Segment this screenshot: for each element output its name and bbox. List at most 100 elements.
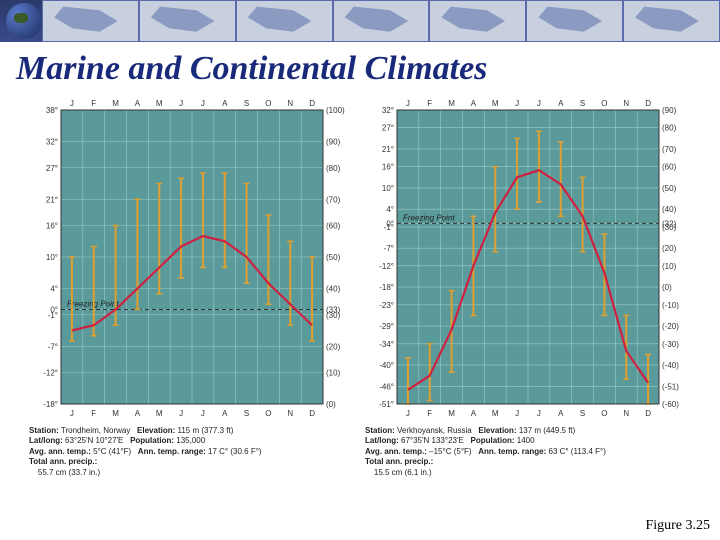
svg-text:27°: 27° <box>46 164 58 173</box>
svg-text:A: A <box>135 409 141 418</box>
svg-text:J: J <box>70 409 74 418</box>
chart-b-box: 32°(90)27°(80)21°(70)16°(60)10°(50)4°(40… <box>363 92 693 422</box>
svg-text:(-30): (-30) <box>662 340 679 349</box>
svg-text:J: J <box>201 409 205 418</box>
svg-text:(0): (0) <box>662 283 672 292</box>
svg-text:A: A <box>558 409 564 418</box>
map-strip <box>42 0 720 42</box>
svg-text:-7°: -7° <box>384 244 394 253</box>
svg-text:A: A <box>222 409 228 418</box>
svg-text:16°: 16° <box>382 163 394 172</box>
svg-text:(40): (40) <box>326 285 341 294</box>
svg-text:(60): (60) <box>662 163 677 172</box>
svg-text:-29°: -29° <box>379 322 394 331</box>
svg-text:(100): (100) <box>326 106 345 115</box>
svg-text:(-40): (-40) <box>662 361 679 370</box>
svg-text:(-10): (-10) <box>662 301 679 310</box>
station-line: Avg. ann. temp.: 5°C (41°F) Ann. temp. r… <box>29 447 355 457</box>
svg-text:-40°: -40° <box>379 361 394 370</box>
svg-text:4°: 4° <box>50 285 58 294</box>
svg-text:J: J <box>537 409 541 418</box>
svg-text:A: A <box>471 409 477 418</box>
map-cell <box>526 0 623 42</box>
svg-text:N: N <box>623 99 629 108</box>
svg-text:(20): (20) <box>326 342 341 351</box>
station-line: 55.7 cm (33.7 in.) <box>29 468 355 478</box>
station-line: Station: Trondheim, Norway Elevation: 11… <box>29 426 355 436</box>
svg-text:F: F <box>91 409 96 418</box>
map-cell <box>429 0 526 42</box>
svg-text:-34°: -34° <box>379 340 394 349</box>
svg-text:J: J <box>179 99 183 108</box>
svg-text:O: O <box>265 409 271 418</box>
svg-text:21°: 21° <box>382 145 394 154</box>
svg-text:D: D <box>309 409 315 418</box>
svg-text:(80): (80) <box>662 124 677 133</box>
globe-icon <box>6 3 42 39</box>
svg-text:M: M <box>112 99 119 108</box>
svg-text:M: M <box>448 409 455 418</box>
svg-text:J: J <box>406 99 410 108</box>
svg-text:J: J <box>70 99 74 108</box>
svg-text:-7°: -7° <box>48 342 58 351</box>
svg-text:21°: 21° <box>46 195 58 204</box>
chart-a-box: 38°(100)32°(90)27°(80)21°(70)16°(60)10°(… <box>27 92 357 422</box>
svg-text:F: F <box>91 99 96 108</box>
svg-text:J: J <box>406 409 410 418</box>
svg-text:J: J <box>515 409 519 418</box>
svg-text:(80): (80) <box>326 164 341 173</box>
page-title: Marine and Continental Climates <box>0 42 720 92</box>
svg-text:J: J <box>515 99 519 108</box>
climograph-marine: 38°(100)32°(90)27°(80)21°(70)16°(60)10°(… <box>27 92 357 478</box>
svg-text:-46°: -46° <box>379 382 394 391</box>
svg-text:N: N <box>287 99 293 108</box>
chart-a-svg: 38°(100)32°(90)27°(80)21°(70)16°(60)10°(… <box>27 92 357 422</box>
svg-text:10°: 10° <box>382 184 394 193</box>
svg-text:N: N <box>287 409 293 418</box>
svg-text:-23°: -23° <box>379 301 394 310</box>
climograph-continental: 32°(90)27°(80)21°(70)16°(60)10°(50)4°(40… <box>363 92 693 478</box>
svg-text:F: F <box>427 409 432 418</box>
station-b-info: Station: Verkhoyansk, Russia Elevation: … <box>363 422 693 478</box>
svg-text:32°: 32° <box>382 106 394 115</box>
svg-text:M: M <box>492 409 499 418</box>
header-band <box>0 0 720 42</box>
station-line: Avg. ann. temp.: –15°C (5°F) Ann. temp. … <box>365 447 691 457</box>
svg-text:D: D <box>309 99 315 108</box>
svg-text:(0): (0) <box>326 400 336 409</box>
svg-text:D: D <box>645 409 651 418</box>
svg-text:4°: 4° <box>386 205 394 214</box>
svg-text:O: O <box>601 99 607 108</box>
svg-text:Freezing Point: Freezing Point <box>403 213 455 222</box>
svg-text:(30): (30) <box>326 311 341 320</box>
svg-text:(90): (90) <box>662 106 677 115</box>
map-cell <box>333 0 430 42</box>
svg-text:(-51): (-51) <box>662 382 679 391</box>
svg-text:(40): (40) <box>662 205 677 214</box>
svg-text:F: F <box>427 99 432 108</box>
svg-text:A: A <box>135 99 141 108</box>
svg-text:-1°: -1° <box>384 223 394 232</box>
svg-text:A: A <box>558 99 564 108</box>
svg-text:A: A <box>471 99 477 108</box>
svg-text:(70): (70) <box>662 145 677 154</box>
map-cell <box>42 0 139 42</box>
svg-text:A: A <box>222 99 228 108</box>
map-cell <box>623 0 720 42</box>
svg-text:38°: 38° <box>46 106 58 115</box>
svg-text:J: J <box>179 409 183 418</box>
chart-b-svg: 32°(90)27°(80)21°(70)16°(60)10°(50)4°(40… <box>363 92 693 422</box>
station-line: Station: Verkhoyansk, Russia Elevation: … <box>365 426 691 436</box>
svg-text:M: M <box>112 409 119 418</box>
svg-text:16°: 16° <box>46 222 58 231</box>
figure-ref: Figure 3.25 <box>645 518 710 534</box>
svg-text:J: J <box>201 99 205 108</box>
station-line: 15.5 cm (6.1 in.) <box>365 468 691 478</box>
svg-text:J: J <box>537 99 541 108</box>
svg-text:S: S <box>580 409 585 418</box>
svg-text:M: M <box>156 409 163 418</box>
station-line: Lat/long: 67°35'N 133°23'E Population: 1… <box>365 436 691 446</box>
svg-text:(-20): (-20) <box>662 322 679 331</box>
svg-text:(10): (10) <box>326 369 341 378</box>
svg-text:(50): (50) <box>326 253 341 262</box>
